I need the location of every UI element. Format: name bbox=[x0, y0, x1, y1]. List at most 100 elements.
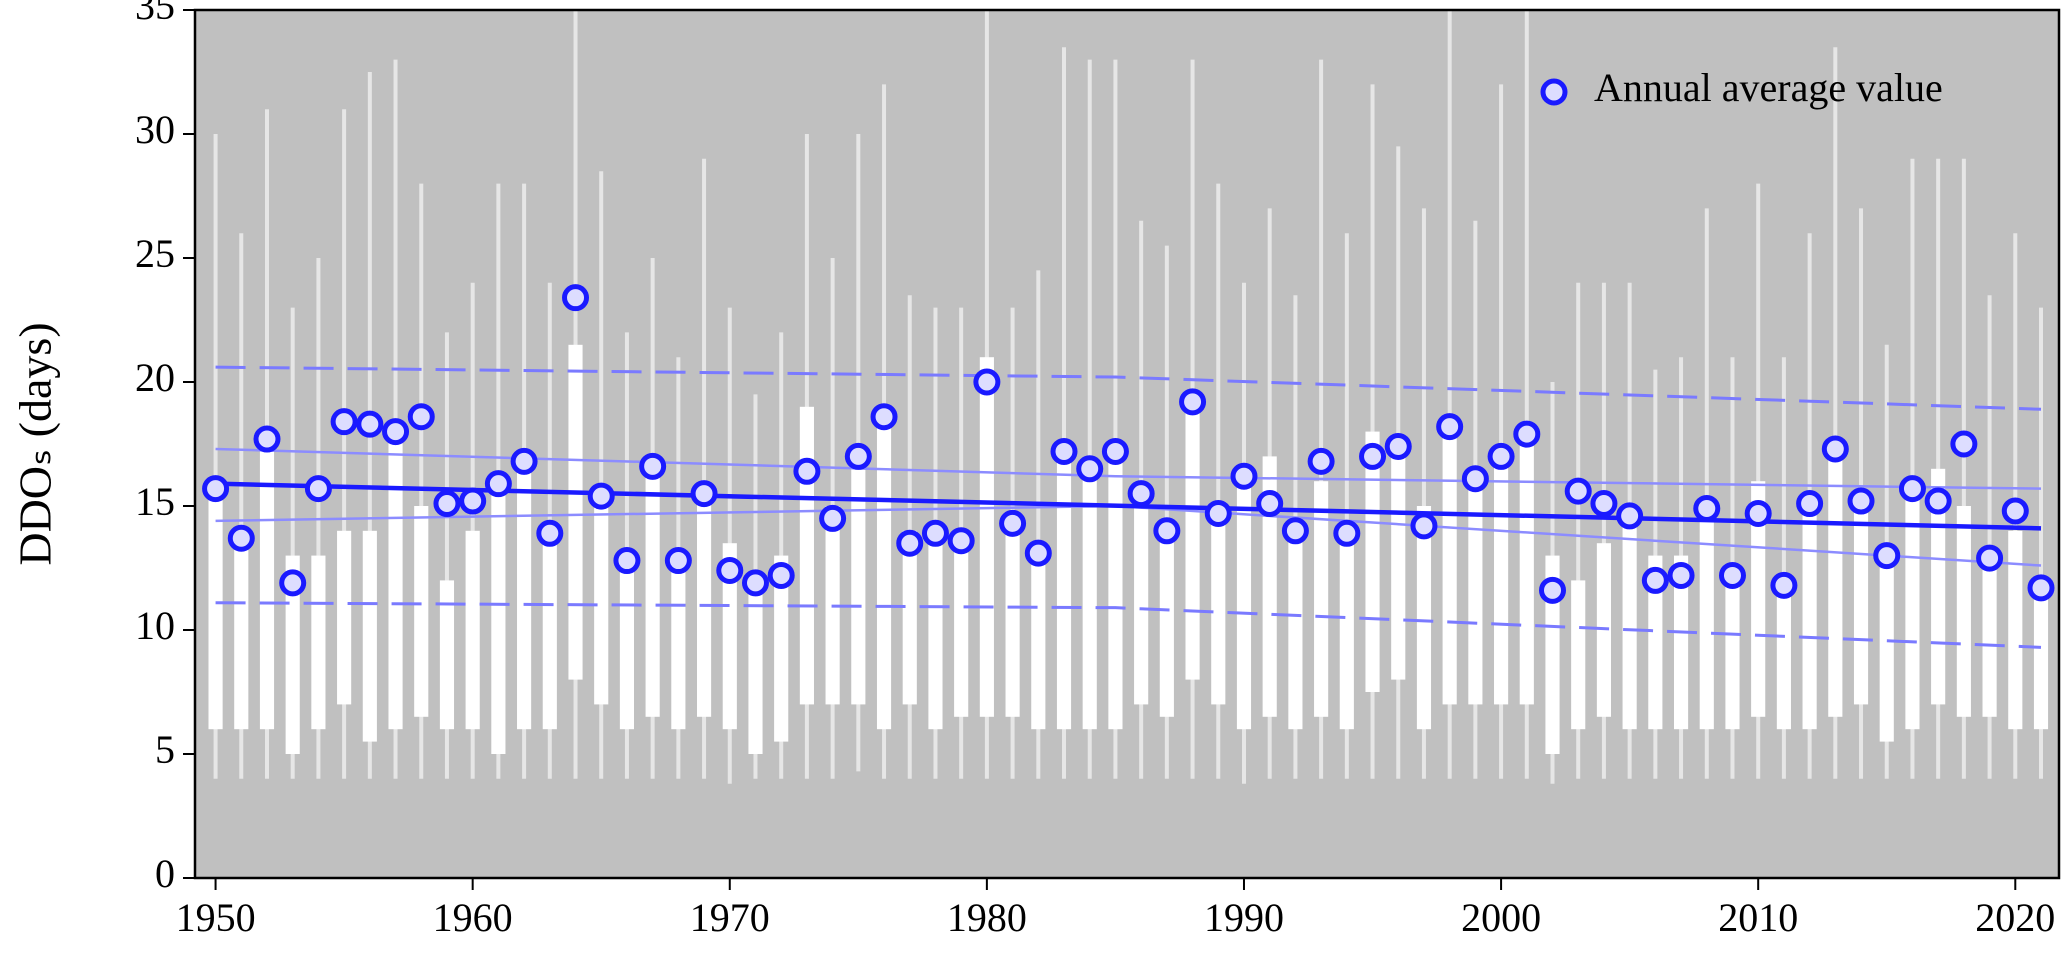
y-tick-label: 35 bbox=[135, 0, 175, 28]
annual-average-point bbox=[973, 368, 1001, 396]
annual-average-point bbox=[1821, 435, 1849, 463]
annual-average-point bbox=[407, 403, 435, 431]
box bbox=[671, 555, 686, 730]
box bbox=[234, 530, 249, 730]
annual-average-point bbox=[1101, 437, 1129, 465]
annual-average-point bbox=[1076, 455, 1104, 483]
annual-average-point bbox=[793, 457, 821, 485]
annual-average-point bbox=[1127, 480, 1155, 508]
box bbox=[1494, 456, 1509, 705]
box bbox=[1288, 530, 1303, 730]
annual-average-point bbox=[716, 556, 744, 584]
box bbox=[1673, 555, 1689, 730]
annual-average-point bbox=[1256, 490, 1284, 518]
box bbox=[1031, 555, 1046, 730]
box bbox=[1828, 456, 1843, 717]
box bbox=[1365, 431, 1380, 692]
annual-average-point bbox=[1539, 576, 1567, 604]
annual-average-point bbox=[999, 509, 1027, 537]
box bbox=[2008, 530, 2023, 730]
box bbox=[1519, 444, 1534, 705]
annual-average-point bbox=[1667, 561, 1695, 589]
annual-average-point bbox=[330, 408, 358, 436]
box bbox=[1442, 431, 1457, 705]
box bbox=[928, 530, 943, 730]
box bbox=[439, 580, 455, 730]
box bbox=[1185, 406, 1200, 680]
box bbox=[954, 530, 969, 717]
box bbox=[1545, 555, 1560, 754]
annual-average-point bbox=[1461, 465, 1489, 493]
x-tick-label: 1960 bbox=[433, 895, 513, 940]
annual-average-point bbox=[279, 569, 307, 597]
annual-average-point bbox=[484, 470, 512, 498]
annual-average-point bbox=[433, 490, 461, 518]
annual-average-point bbox=[1950, 430, 1978, 458]
y-tick-label: 10 bbox=[135, 603, 175, 648]
box bbox=[1853, 493, 1869, 705]
box bbox=[979, 357, 994, 717]
annual-average-point bbox=[1564, 477, 1592, 505]
annual-average-point bbox=[1513, 420, 1541, 448]
annual-average-point bbox=[1641, 566, 1669, 594]
box bbox=[1622, 506, 1637, 730]
box bbox=[1725, 568, 1740, 730]
box bbox=[337, 530, 352, 705]
box bbox=[594, 493, 609, 705]
box bbox=[1082, 468, 1097, 730]
box bbox=[1391, 444, 1406, 680]
y-tick-label: 0 bbox=[155, 851, 175, 896]
annual-average-point bbox=[356, 410, 384, 438]
box bbox=[774, 555, 789, 742]
box bbox=[1159, 530, 1174, 717]
box bbox=[1648, 555, 1663, 730]
x-tick-label: 2000 bbox=[1461, 895, 1541, 940]
annual-average-point bbox=[767, 561, 795, 589]
annual-average-point bbox=[1590, 490, 1618, 518]
annual-average-point bbox=[1718, 561, 1746, 589]
box bbox=[1776, 580, 1791, 730]
box bbox=[902, 530, 917, 705]
box bbox=[517, 456, 532, 730]
trend-line bbox=[215, 365, 2042, 411]
x-tick-label: 1950 bbox=[176, 895, 256, 940]
annual-average-point bbox=[1796, 490, 1824, 518]
annual-average-point bbox=[1770, 571, 1798, 599]
box bbox=[491, 493, 506, 754]
box bbox=[1416, 506, 1432, 730]
annual-average-point bbox=[1487, 442, 1515, 470]
annual-average-point bbox=[536, 519, 564, 547]
box bbox=[388, 431, 403, 730]
box bbox=[1056, 456, 1072, 730]
y-axis-label: DDOₛ (days) bbox=[10, 322, 61, 565]
annual-average-point bbox=[562, 284, 590, 312]
annual-average-point bbox=[2027, 574, 2055, 602]
box bbox=[568, 344, 583, 680]
annual-average-point bbox=[382, 418, 410, 446]
y-tick-label: 20 bbox=[135, 355, 175, 400]
box bbox=[362, 530, 377, 742]
box bbox=[876, 419, 892, 730]
box bbox=[645, 468, 660, 717]
box bbox=[1905, 481, 1920, 730]
annual-average-point bbox=[870, 403, 898, 431]
box bbox=[1134, 493, 1149, 705]
box bbox=[208, 493, 223, 730]
box bbox=[1956, 506, 1971, 717]
annual-average-point bbox=[613, 547, 641, 575]
annual-average-point bbox=[227, 524, 255, 552]
box bbox=[1005, 518, 1020, 717]
annual-average-point bbox=[2001, 497, 2029, 525]
annual-average-point bbox=[819, 504, 847, 532]
box bbox=[1211, 506, 1226, 705]
trend-line bbox=[215, 481, 2042, 531]
annual-average-point bbox=[1050, 437, 1078, 465]
box bbox=[1236, 468, 1252, 730]
annual-average-point bbox=[1847, 487, 1875, 515]
box bbox=[1879, 555, 1894, 742]
box bbox=[542, 530, 557, 730]
annual-average-point bbox=[1307, 447, 1335, 475]
annual-average-point bbox=[664, 547, 692, 575]
annual-average-point bbox=[896, 529, 924, 557]
